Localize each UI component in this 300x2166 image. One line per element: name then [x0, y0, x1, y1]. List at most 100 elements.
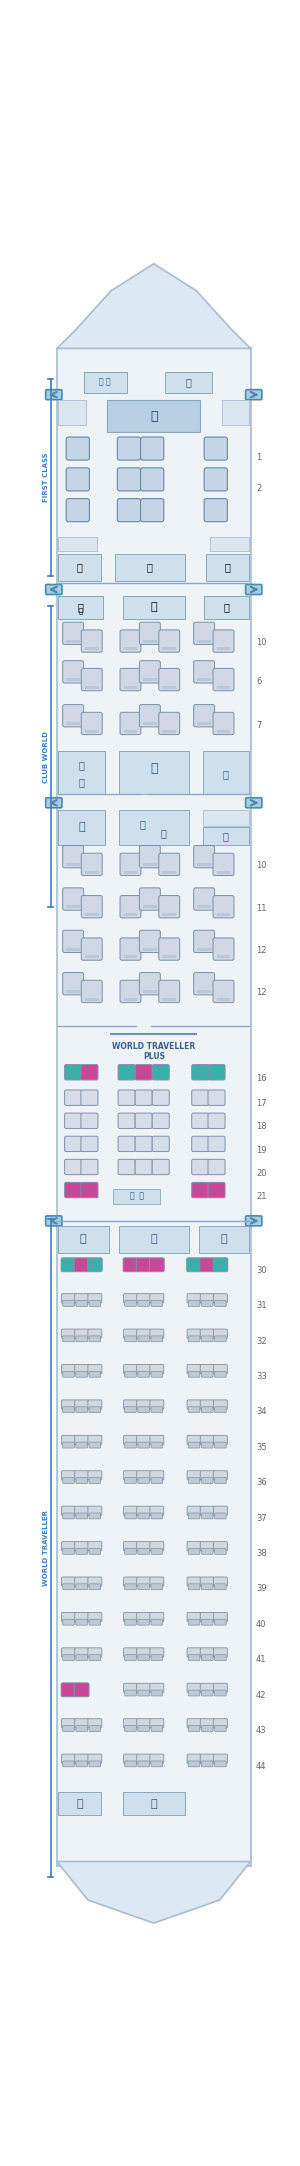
FancyBboxPatch shape [150, 1505, 164, 1516]
FancyBboxPatch shape [138, 1761, 149, 1767]
FancyBboxPatch shape [246, 585, 262, 593]
FancyBboxPatch shape [201, 1655, 213, 1661]
FancyBboxPatch shape [201, 1761, 213, 1767]
FancyBboxPatch shape [75, 1365, 89, 1373]
FancyBboxPatch shape [140, 704, 160, 728]
Bar [66, 862, 80, 866]
FancyBboxPatch shape [140, 661, 160, 682]
FancyBboxPatch shape [213, 1754, 227, 1763]
FancyBboxPatch shape [187, 1542, 201, 1551]
FancyBboxPatch shape [46, 1215, 62, 1226]
FancyBboxPatch shape [117, 468, 141, 492]
FancyBboxPatch shape [192, 1113, 209, 1128]
FancyBboxPatch shape [192, 1064, 209, 1081]
Bar [66, 947, 80, 951]
FancyBboxPatch shape [201, 1514, 213, 1518]
FancyBboxPatch shape [138, 1583, 149, 1590]
FancyBboxPatch shape [61, 1542, 76, 1551]
FancyBboxPatch shape [118, 1113, 135, 1128]
Text: 36: 36 [256, 1477, 267, 1488]
Text: 44: 44 [256, 1761, 267, 1770]
Bar [58, 1226, 109, 1254]
Bar [124, 730, 137, 732]
Bar [206, 554, 249, 580]
FancyBboxPatch shape [75, 1505, 89, 1516]
FancyBboxPatch shape [187, 1399, 201, 1410]
FancyBboxPatch shape [76, 1443, 88, 1449]
FancyBboxPatch shape [88, 1505, 102, 1516]
Bar [58, 401, 85, 425]
Text: 6: 6 [256, 676, 261, 687]
FancyBboxPatch shape [124, 1399, 137, 1410]
FancyBboxPatch shape [188, 1620, 200, 1624]
FancyBboxPatch shape [75, 1436, 89, 1445]
FancyBboxPatch shape [192, 1183, 209, 1198]
FancyBboxPatch shape [137, 1365, 151, 1373]
FancyBboxPatch shape [208, 1089, 225, 1105]
FancyBboxPatch shape [201, 1336, 213, 1341]
FancyBboxPatch shape [151, 1406, 163, 1412]
FancyBboxPatch shape [150, 1754, 164, 1763]
FancyBboxPatch shape [213, 1577, 227, 1586]
FancyBboxPatch shape [150, 1365, 164, 1373]
FancyBboxPatch shape [120, 669, 141, 691]
FancyBboxPatch shape [208, 1137, 225, 1152]
FancyBboxPatch shape [246, 390, 262, 401]
FancyBboxPatch shape [152, 1137, 169, 1152]
FancyBboxPatch shape [89, 1371, 101, 1378]
Text: 🍹: 🍹 [186, 377, 192, 388]
FancyBboxPatch shape [125, 1443, 136, 1449]
Text: 41: 41 [256, 1655, 267, 1663]
FancyBboxPatch shape [150, 1648, 164, 1657]
FancyBboxPatch shape [124, 1648, 137, 1657]
FancyBboxPatch shape [125, 1761, 136, 1767]
FancyBboxPatch shape [124, 1754, 137, 1763]
FancyBboxPatch shape [135, 1159, 152, 1174]
FancyBboxPatch shape [213, 1330, 227, 1339]
Bar [119, 810, 189, 845]
FancyBboxPatch shape [88, 1471, 102, 1479]
Text: 🚻: 🚻 [76, 1798, 83, 1809]
FancyBboxPatch shape [150, 1542, 164, 1551]
FancyBboxPatch shape [124, 1683, 137, 1692]
FancyBboxPatch shape [201, 1583, 213, 1590]
FancyBboxPatch shape [75, 1471, 89, 1479]
FancyBboxPatch shape [63, 1583, 74, 1590]
FancyBboxPatch shape [200, 1330, 214, 1339]
FancyBboxPatch shape [213, 1612, 227, 1622]
FancyBboxPatch shape [63, 1477, 74, 1484]
Bar [197, 905, 211, 908]
FancyBboxPatch shape [151, 1689, 163, 1696]
FancyBboxPatch shape [124, 1542, 137, 1551]
FancyBboxPatch shape [88, 1648, 102, 1657]
Bar [119, 752, 189, 793]
Bar [165, 373, 212, 394]
Bar [162, 648, 176, 650]
FancyBboxPatch shape [89, 1655, 101, 1661]
FancyBboxPatch shape [61, 1612, 76, 1622]
Bar [58, 752, 105, 793]
Text: 🍹: 🍹 [76, 563, 82, 572]
FancyBboxPatch shape [120, 895, 141, 918]
FancyBboxPatch shape [213, 713, 234, 734]
FancyBboxPatch shape [213, 938, 234, 960]
FancyBboxPatch shape [118, 1159, 135, 1174]
FancyBboxPatch shape [152, 1113, 169, 1128]
Bar [124, 955, 137, 957]
Text: 🚻  🚻: 🚻 🚻 [130, 1191, 144, 1200]
FancyBboxPatch shape [89, 1300, 101, 1306]
FancyBboxPatch shape [159, 938, 180, 960]
FancyBboxPatch shape [208, 1064, 225, 1081]
Bar [57, 349, 250, 1867]
FancyBboxPatch shape [194, 888, 214, 910]
FancyBboxPatch shape [76, 1549, 88, 1555]
Bar [197, 721, 211, 726]
FancyBboxPatch shape [151, 1549, 163, 1555]
FancyBboxPatch shape [74, 1258, 89, 1271]
FancyBboxPatch shape [89, 1726, 101, 1731]
Bar [124, 687, 137, 689]
FancyBboxPatch shape [61, 1754, 76, 1763]
FancyBboxPatch shape [88, 1577, 102, 1586]
FancyBboxPatch shape [138, 1406, 149, 1412]
Text: 🍹: 🍹 [150, 409, 158, 422]
